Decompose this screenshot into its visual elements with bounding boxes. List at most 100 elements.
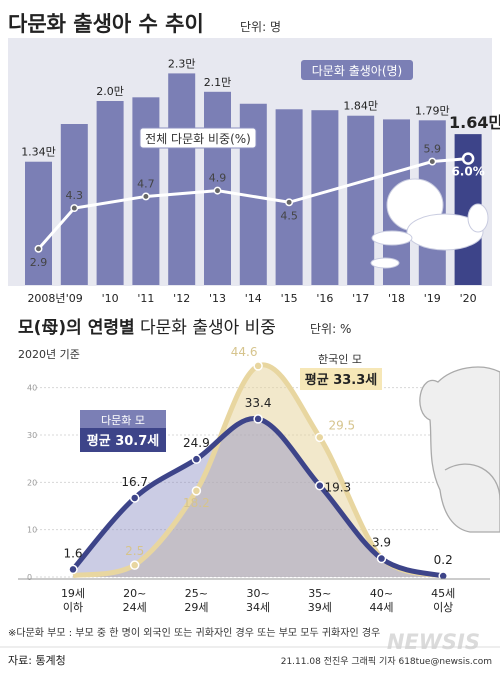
bar-value-label-0: 1.34만 <box>21 146 56 159</box>
age-label-2-1: 29세 <box>184 601 208 614</box>
multicultural-mother-name-box <box>80 410 166 428</box>
chart1-unit: 단위: 명 <box>240 20 281 34</box>
multicultural-dot-3 <box>253 414 263 424</box>
multicultural-label-3: 33.4 <box>245 396 272 410</box>
multicultural-label-4: 19.3 <box>324 481 351 495</box>
korean-mother-average: 평균 33.3세 <box>305 372 377 388</box>
x-label-8: '16 <box>316 292 333 305</box>
korean-mother-callout: 한국인 모 평균 33.3세 <box>300 353 382 390</box>
ratio-dot-5 <box>213 186 222 195</box>
multicultural-dot-2 <box>191 454 202 464</box>
age-label-0-0: 19세 <box>61 587 85 600</box>
footer-source: 자료: 통계청 <box>8 654 66 667</box>
ratio-dot-7 <box>285 198 294 207</box>
age-label-3-0: 30~ <box>246 587 269 600</box>
korean-dot-3 <box>253 361 263 371</box>
x-label-0: 2008년 <box>27 292 65 305</box>
bar-value-label-4: 2.3만 <box>168 57 196 70</box>
y-tick-3: 30 <box>27 431 37 440</box>
ratio-label-1: 4.3 <box>66 189 84 202</box>
ratio-dots <box>34 152 475 253</box>
ratio-dot-11 <box>428 157 437 166</box>
bar-value-label-9: 1.84만 <box>343 100 378 113</box>
multicultural-dot-5 <box>376 553 387 564</box>
bar-series-legend-box <box>301 60 413 80</box>
bar-0 <box>25 161 52 285</box>
bar-9 <box>347 115 375 285</box>
age-label-1-0: 20~ <box>123 587 146 600</box>
korean-label-2: 18.2 <box>183 496 210 510</box>
ratio-label-11: 5.9 <box>424 143 442 156</box>
newsis-logo: NEWSIS <box>387 630 480 654</box>
x-label-3: '11 <box>137 292 154 305</box>
chart1-bars <box>25 73 482 286</box>
chart1-title: 다문화 출생아 수 추이 <box>8 12 204 36</box>
x-label-2: '10 <box>102 292 119 305</box>
multicultural-dot-1 <box>129 493 140 503</box>
chart2-unit: 단위: % <box>310 322 351 336</box>
ratio-dot-0 <box>34 244 43 253</box>
ratio-label-7: 4.5 <box>280 209 298 222</box>
ratio-dot-1 <box>70 204 79 213</box>
footer-credit: 21.11.08 전진우 그래픽 기자 618tue@newsis.com <box>281 656 492 667</box>
y-tick-4: 40 <box>27 384 37 393</box>
baby-illustration <box>370 178 489 269</box>
bar-value-label-2: 2.0만 <box>96 85 124 98</box>
bar-value-label-5: 2.1만 <box>204 76 232 89</box>
bar-value-label-12: 1.64만 <box>449 113 500 132</box>
multicultural-label-5: 3.9 <box>372 536 391 550</box>
korean-label-3: 44.6 <box>231 345 258 359</box>
age-label-3-1: 34세 <box>246 601 270 614</box>
chart2-title-rest: 다문화 출생아 비중 <box>140 318 276 338</box>
x-label-12: '20 <box>460 292 477 305</box>
multicultural-dot-0 <box>68 564 78 575</box>
bar-value-label-11: 1.79만 <box>415 104 450 117</box>
bar-4 <box>168 73 196 286</box>
korean-dot-2 <box>191 486 202 496</box>
x-label-4: '12 <box>173 292 190 305</box>
chart2-subtitle: 2020년 기준 <box>18 348 80 361</box>
bar-2 <box>96 101 124 285</box>
multicultural-mother-callout: 다문화 모 평균 30.7세 <box>80 410 166 452</box>
bar-8 <box>311 110 339 285</box>
korean-label-1: 2.5 <box>125 544 144 558</box>
chart1-x-axis: 2008년 '09 '10 '11 '12 '13 '14 '15 '16 '17 '18 '19 '2… <box>27 292 476 305</box>
age-label-1-1: 24세 <box>123 601 147 614</box>
korean-mother-avg-box <box>300 368 382 390</box>
age-label-4-0: 35~ <box>308 587 331 600</box>
multicultural-label-6: 0.2 <box>434 553 453 567</box>
x-label-10: '18 <box>388 292 405 305</box>
korean-dot-4 <box>315 432 325 443</box>
pregnant-woman-illustration <box>419 366 500 533</box>
ratio-label-0: 2.9 <box>30 256 48 269</box>
multicultural-label-2: 24.9 <box>183 436 210 450</box>
x-label-6: '14 <box>245 292 262 305</box>
age-label-6-0: 45세 <box>431 587 455 600</box>
multicultural-mother-dots <box>68 414 448 581</box>
ratio-label-3: 4.7 <box>137 177 155 190</box>
korean-dot-1 <box>129 560 140 570</box>
age-label-0-1: 이하 <box>63 600 83 614</box>
multicultural-mother-average: 평균 30.7세 <box>87 433 159 449</box>
age-label-4-1: 39세 <box>308 601 332 614</box>
age-label-5-1: 44세 <box>369 601 393 614</box>
ratio-label-12: 6.0% <box>451 165 484 179</box>
age-label-6-1: 이상 <box>433 601 453 614</box>
bar-3 <box>132 97 160 285</box>
x-label-9: '17 <box>352 292 369 305</box>
ratio-dot-3 <box>141 192 150 201</box>
x-label-5: '13 <box>209 292 226 305</box>
ratio-dot-12 <box>461 152 475 165</box>
multicultural-dot-4 <box>315 480 325 491</box>
bar-series-legend: 다문화 출생아(명) <box>312 64 402 78</box>
multicultural-mother-name: 다문화 모 <box>101 414 145 427</box>
chart2-title: 모(母)의 연령별 <box>18 317 135 338</box>
ratio-series-legend-box <box>139 127 257 149</box>
age-label-2-0: 25~ <box>185 587 208 600</box>
x-label-11: '19 <box>424 292 441 305</box>
ratio-series-legend: 전체 다문화 비중(%) <box>145 132 251 146</box>
ratio-labels: 2.9 4.3 4.7 4.9 4.5 5.9 6.0% <box>30 143 485 269</box>
